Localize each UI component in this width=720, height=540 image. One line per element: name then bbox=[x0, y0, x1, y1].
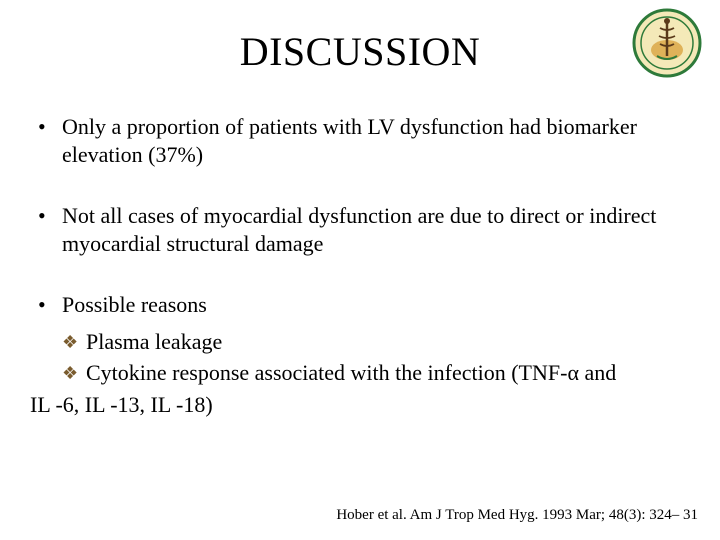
sub-bullet-item: ❖ Plasma leakage bbox=[62, 327, 690, 357]
sub-bullet-item: ❖ Cytokine response associated with the … bbox=[62, 358, 690, 388]
bullet-text: Not all cases of myocardial dysfunction … bbox=[62, 202, 690, 257]
institution-logo bbox=[632, 8, 702, 78]
bullet-item: • Only a proportion of patients with LV … bbox=[30, 113, 690, 168]
sub-bullet-text: Plasma leakage bbox=[86, 327, 222, 357]
slide-content: • Only a proportion of patients with LV … bbox=[0, 75, 720, 420]
bullet-item: • Not all cases of myocardial dysfunctio… bbox=[30, 202, 690, 257]
diamond-marker-icon: ❖ bbox=[62, 327, 86, 357]
bullet-text: Possible reasons bbox=[62, 291, 690, 319]
citation-text: Hober et al. Am J Trop Med Hyg. 1993 Mar… bbox=[336, 507, 698, 524]
slide-title: DISCUSSION bbox=[0, 0, 720, 75]
bullet-marker: • bbox=[30, 291, 62, 319]
bullet-marker: • bbox=[30, 113, 62, 168]
continuation-text: IL -6, IL -13, IL -18) bbox=[30, 390, 690, 420]
bullet-text: Only a proportion of patients with LV dy… bbox=[62, 113, 690, 168]
sub-bullet-text: Cytokine response associated with the in… bbox=[86, 358, 616, 388]
bullet-marker: • bbox=[30, 202, 62, 257]
bullet-item: • Possible reasons bbox=[30, 291, 690, 319]
diamond-marker-icon: ❖ bbox=[62, 358, 86, 388]
